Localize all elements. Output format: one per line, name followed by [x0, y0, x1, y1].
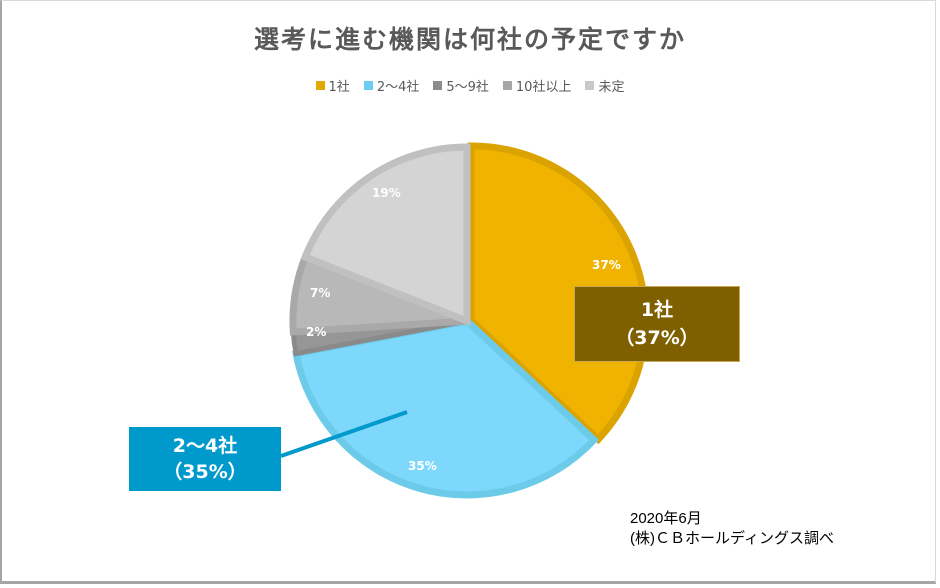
- slice-2-4sha: [292, 317, 599, 499]
- data-label: 37%: [592, 258, 621, 272]
- legend-swatch-icon: [433, 81, 443, 90]
- data-label: 35%: [408, 459, 437, 473]
- source-date: 2020年6月: [630, 510, 702, 527]
- legend-item-3: 5〜9社: [433, 76, 489, 95]
- slice-undecided: [300, 143, 471, 327]
- legend-swatch-icon: [315, 81, 325, 90]
- legend-item-1: 1社: [315, 76, 350, 95]
- slice-1sha: [467, 142, 650, 445]
- legend-label: 5〜9社: [446, 80, 489, 95]
- legend-label: 10社以上: [515, 80, 572, 95]
- data-label: 2%: [306, 325, 326, 339]
- callout-2-4sha: 2〜4社 （35%）: [129, 427, 281, 491]
- legend-item-4: 10社以上: [502, 76, 572, 95]
- data-label: 19%: [372, 186, 401, 200]
- legend-label: 1社: [328, 80, 350, 95]
- legend-label: 未定: [598, 80, 625, 95]
- callout-leader-line: [280, 410, 408, 458]
- data-label: 7%: [310, 286, 330, 300]
- legend-label: 2〜4社: [376, 80, 420, 95]
- legend-item-2: 2〜4社: [363, 76, 420, 95]
- legend-swatch-icon: [363, 81, 373, 90]
- legend-swatch-icon: [585, 81, 595, 90]
- chart-title: 選考に進む機関は何社の予定ですか: [253, 25, 686, 54]
- callout-value: （35%）: [163, 461, 247, 483]
- legend-swatch-icon: [502, 81, 512, 90]
- legend-item-5: 未定: [585, 76, 624, 95]
- callout-label: 1社: [640, 299, 674, 321]
- callout-1sha: 1社 （37%）: [574, 286, 740, 362]
- callout-value: （37%）: [615, 327, 699, 349]
- callout-label: 2〜4社: [172, 435, 238, 457]
- source-note: 2020年6月 (株)ＣＢホールディングス調べ: [630, 509, 834, 549]
- chart-legend: 1社 2〜4社 5〜9社 10社以上 未定: [0, 76, 940, 95]
- source-credit: (株)ＣＢホールディングス調べ: [630, 530, 834, 547]
